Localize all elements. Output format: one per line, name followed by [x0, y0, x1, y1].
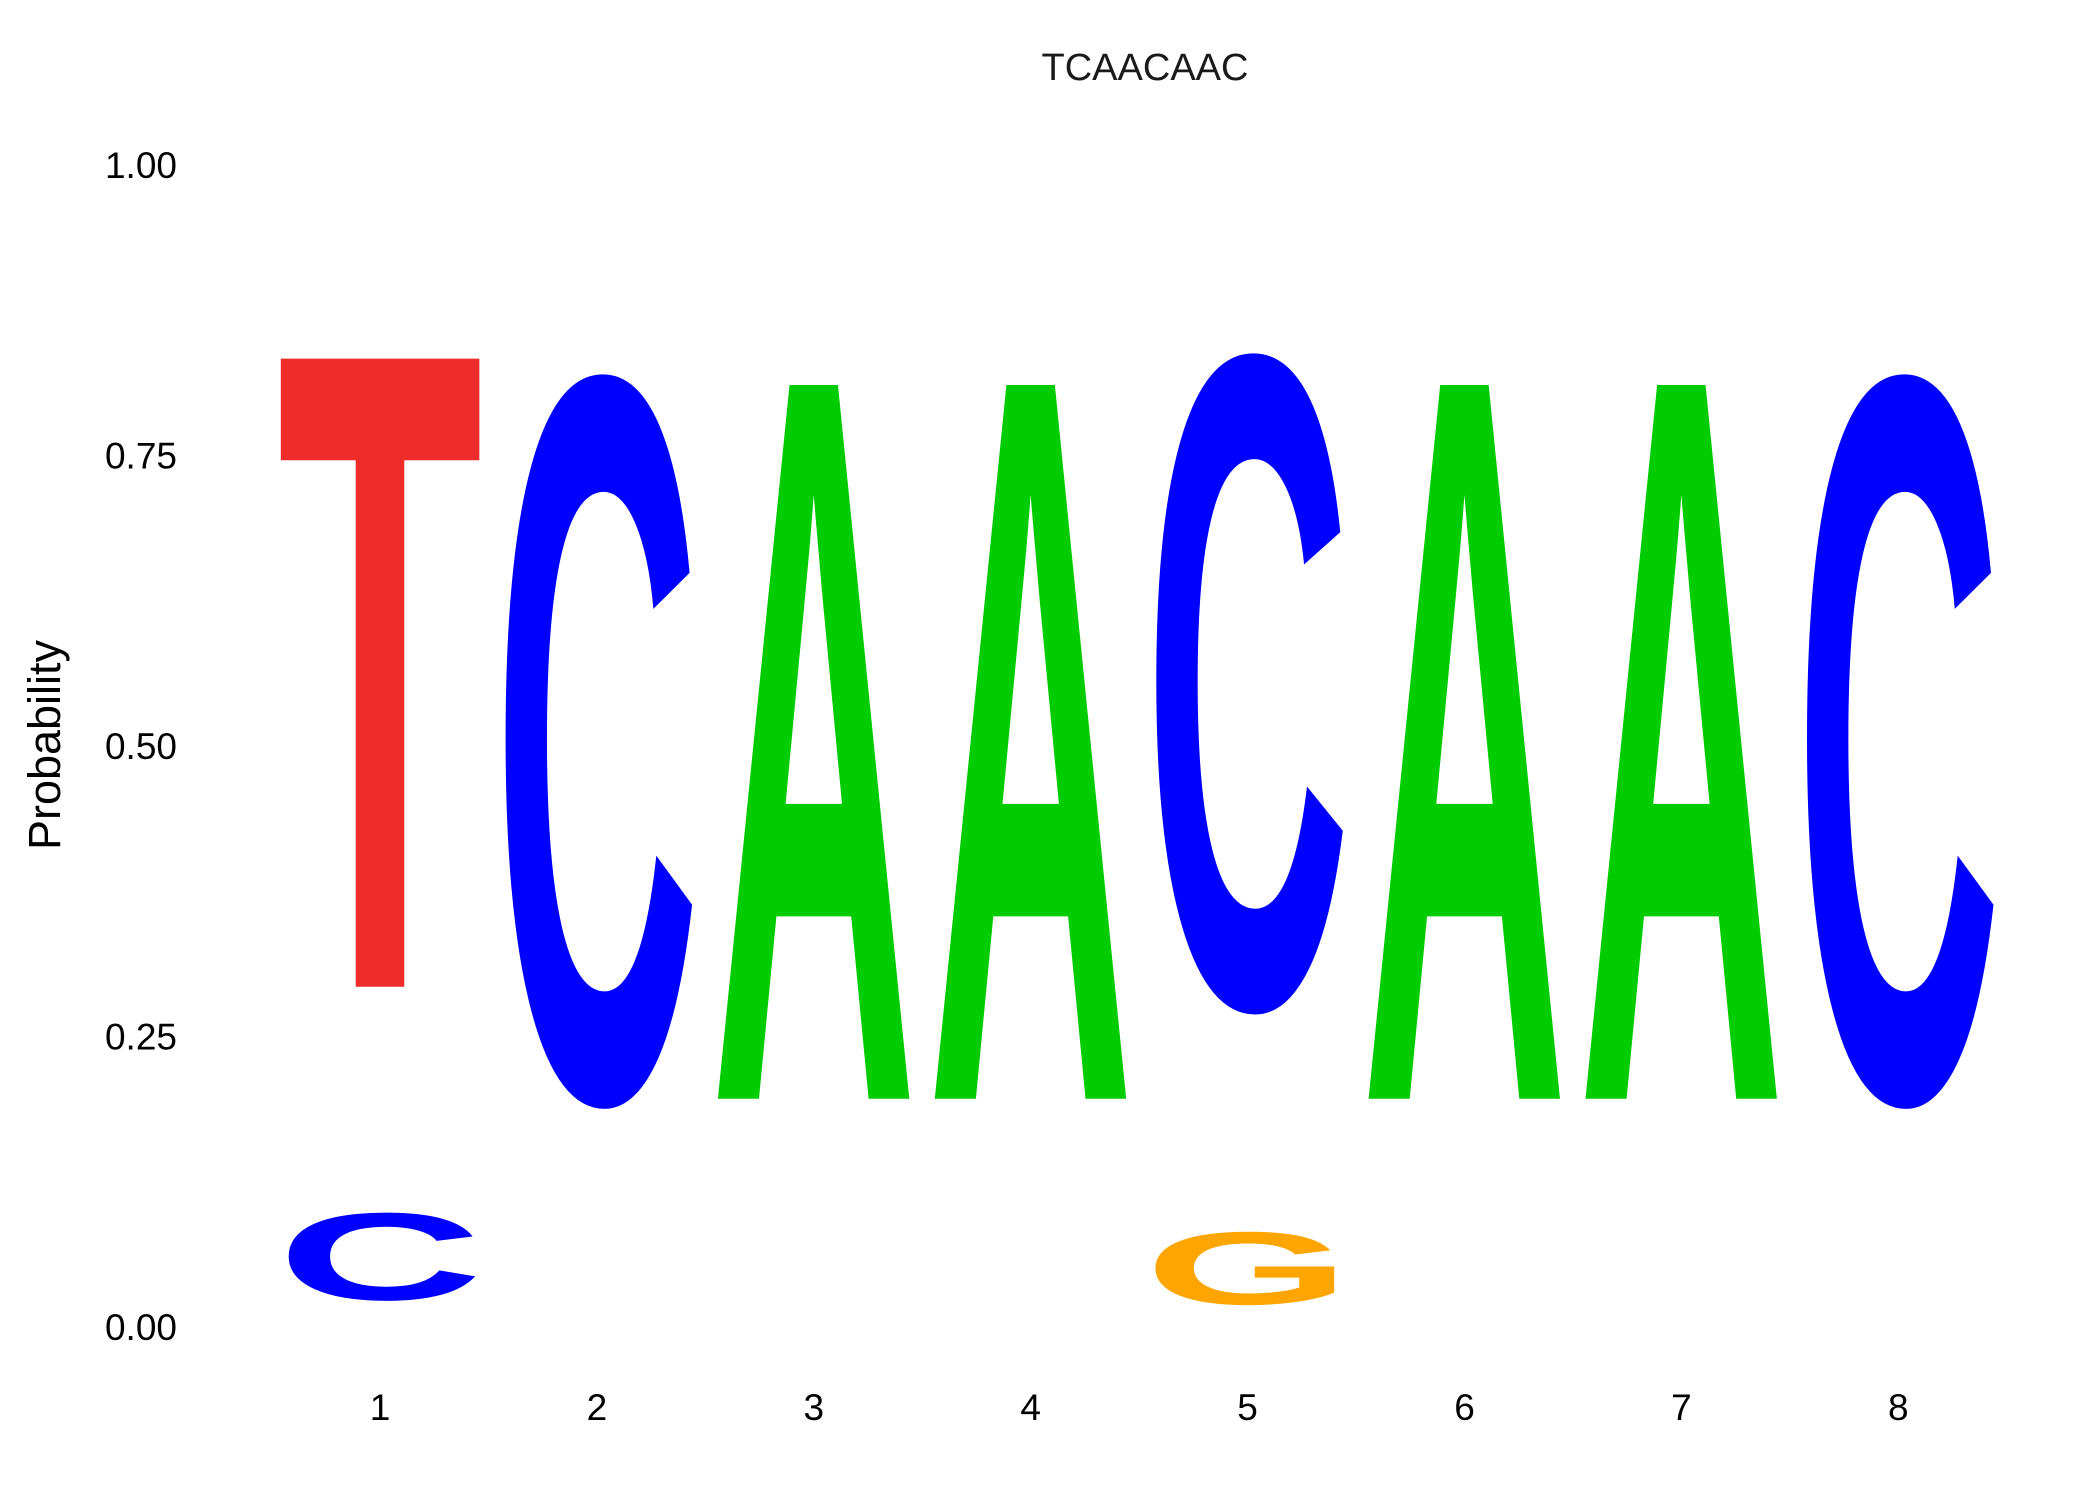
y-axis-label: Probability [19, 639, 70, 850]
logo-letter-c: C [1145, 161, 1351, 1204]
logo-letter-a: A [928, 161, 1134, 1320]
logo-letter-c: C [277, 1187, 483, 1326]
y-tick-label: 0.75 [105, 436, 177, 477]
x-axis-ticks: 1 2 3 4 5 6 7 8 [370, 1387, 1909, 1428]
logo-letter-t: T [277, 160, 483, 1180]
logo-letter-c: C [494, 161, 700, 1320]
y-tick-label: 1.00 [105, 145, 177, 186]
x-tick-label: 2 [587, 1387, 608, 1428]
logo-letter-a: A [1362, 161, 1568, 1320]
y-axis-ticks: 0.00 0.25 0.50 0.75 1.00 [105, 145, 177, 1348]
y-tick-label: 0.50 [105, 726, 177, 767]
x-tick-label: 7 [1671, 1387, 1692, 1428]
y-tick-label: 0.00 [105, 1307, 177, 1348]
x-tick-label: 8 [1888, 1387, 1909, 1428]
logo-stacks: CT C A A GC A A C [277, 160, 2001, 1326]
logo-letter-g: G [1145, 1210, 1351, 1326]
logo-letter-a: A [711, 161, 917, 1320]
logo-letter-c: C [1795, 161, 2001, 1320]
x-tick-label: 3 [804, 1387, 825, 1428]
x-tick-label: 4 [1020, 1387, 1041, 1428]
x-tick-label: 5 [1237, 1387, 1258, 1428]
x-tick-label: 1 [370, 1387, 391, 1428]
chart-title: TCAACAAC [1042, 47, 1249, 89]
logo-letter-a: A [1578, 161, 1784, 1320]
x-tick-label: 6 [1454, 1387, 1475, 1428]
y-tick-label: 0.25 [105, 1017, 177, 1058]
